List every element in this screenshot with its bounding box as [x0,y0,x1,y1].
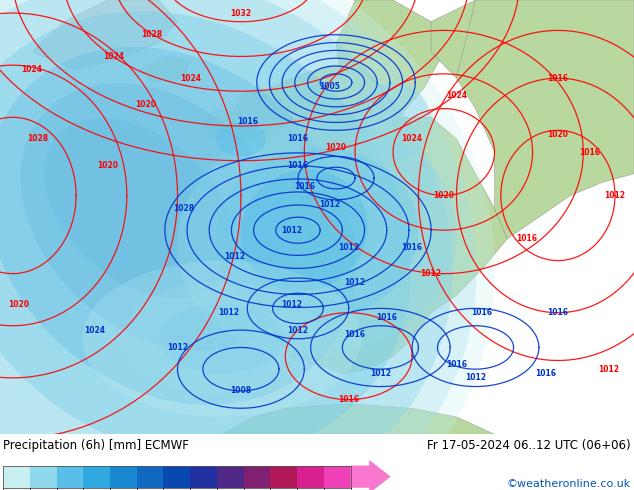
Ellipse shape [0,0,495,490]
Polygon shape [203,109,235,139]
Text: 1024: 1024 [103,52,125,61]
Bar [297,466,324,488]
FancyArrow shape [351,460,391,490]
Polygon shape [228,87,273,147]
Ellipse shape [216,122,266,156]
Ellipse shape [0,47,356,405]
Polygon shape [456,0,634,239]
Text: 1020: 1020 [135,100,157,109]
Text: 1028: 1028 [141,30,163,39]
Bar [3,466,351,488]
Text: 1016: 1016 [515,234,537,244]
Text: 1016: 1016 [471,308,493,317]
Ellipse shape [241,170,368,291]
Bar [324,466,351,488]
Text: 1024: 1024 [401,134,423,144]
Text: 1012: 1012 [465,373,486,382]
Text: 1012: 1012 [167,343,188,352]
Text: 1008: 1008 [230,387,252,395]
Ellipse shape [158,304,285,373]
Text: ©weatheronline.co.uk: ©weatheronline.co.uk [507,479,631,489]
Text: 1016: 1016 [547,308,569,317]
Bar [243,466,270,488]
Polygon shape [342,200,399,226]
Ellipse shape [177,122,457,356]
Text: 1012: 1012 [319,199,340,209]
Text: 1024: 1024 [84,325,106,335]
Text: 1016: 1016 [376,313,398,321]
Ellipse shape [21,83,296,351]
Text: 1016: 1016 [534,369,556,378]
Ellipse shape [216,148,418,321]
Ellipse shape [44,119,235,298]
Text: 1020: 1020 [325,143,347,152]
Text: 1012: 1012 [604,191,626,200]
Text: 1016: 1016 [294,182,315,191]
Text: 1012: 1012 [287,325,309,335]
Text: Precipitation (6h) [mm] ECMWF: Precipitation (6h) [mm] ECMWF [3,439,189,452]
Polygon shape [139,56,190,82]
Text: 1012: 1012 [217,308,239,317]
Bar [190,466,217,488]
Text: 1016: 1016 [344,330,366,339]
Polygon shape [336,0,444,139]
Text: 1016: 1016 [338,395,359,404]
Text: 1024: 1024 [21,65,42,74]
Bar [30,466,56,488]
Ellipse shape [0,0,453,490]
Bar [110,466,137,488]
Text: 1016: 1016 [287,134,309,144]
Text: 1032: 1032 [230,8,252,18]
Text: 1012: 1012 [338,243,359,252]
Text: 1016: 1016 [446,360,467,369]
Text: 1012: 1012 [281,226,302,235]
Text: 1028: 1028 [173,204,195,213]
Bar [164,466,190,488]
Ellipse shape [0,0,477,490]
Text: 1012: 1012 [420,269,442,278]
Polygon shape [32,0,178,70]
Ellipse shape [355,82,431,161]
Text: 1024: 1024 [179,74,201,83]
Bar [137,466,164,488]
Text: 1016: 1016 [236,117,258,126]
Polygon shape [222,404,495,434]
Bar [270,466,297,488]
Text: 1012: 1012 [598,365,619,374]
Text: 1020: 1020 [97,161,119,170]
Ellipse shape [82,261,361,417]
Text: 1020: 1020 [433,191,455,200]
Ellipse shape [120,282,323,395]
Bar [56,466,83,488]
Text: 1020: 1020 [547,130,569,139]
Text: 1020: 1020 [8,299,30,309]
Text: 1016: 1016 [401,243,423,252]
Text: 1005: 1005 [320,82,340,91]
Text: 1028: 1028 [27,134,49,144]
Text: 1012: 1012 [370,369,391,378]
Bar [83,466,110,488]
Polygon shape [254,65,507,373]
Text: 1012: 1012 [344,278,366,287]
Text: Fr 17-05-2024 06..12 UTC (06+06): Fr 17-05-2024 06..12 UTC (06+06) [427,439,631,452]
Text: 1016: 1016 [287,161,309,170]
Bar [217,466,243,488]
Text: 1024: 1024 [446,91,467,100]
Ellipse shape [0,11,411,458]
Polygon shape [266,247,304,265]
Text: 1016: 1016 [579,147,600,156]
Polygon shape [228,208,292,313]
Text: 1012: 1012 [224,252,245,261]
Bar [3,466,30,488]
Text: 1016: 1016 [547,74,569,83]
Text: 1012: 1012 [281,299,302,309]
Polygon shape [431,0,539,78]
